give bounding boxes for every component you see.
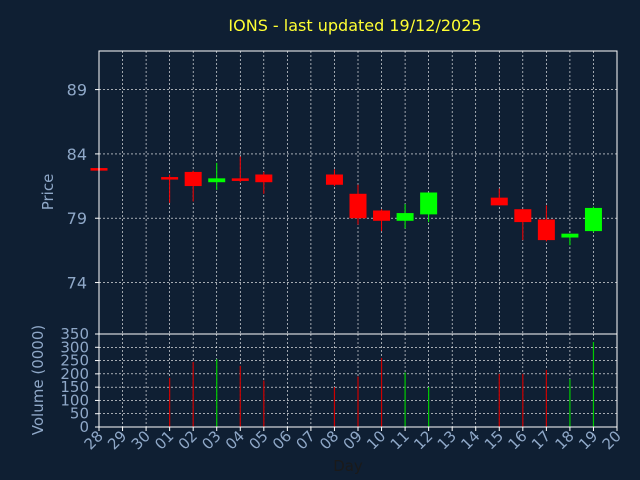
volume-bars: [169, 341, 595, 427]
candle-body: [161, 177, 179, 180]
candle-body: [490, 197, 508, 206]
candle-body: [231, 178, 249, 181]
chart-title: IONS - last updated 19/12/2025: [228, 16, 481, 35]
candle-body: [514, 209, 532, 223]
candle-body: [561, 233, 579, 238]
price-tick-label: 84: [67, 145, 87, 164]
price-tick-label: 79: [67, 209, 87, 228]
price-tick-label: 74: [67, 274, 87, 293]
volume-tick-label: 350: [60, 325, 89, 343]
candle-body: [420, 192, 438, 215]
candle-body: [184, 171, 202, 187]
x-axis-label: Day: [333, 457, 363, 475]
volume-axis-label: Volume (0000): [29, 325, 47, 435]
candle-body: [325, 174, 343, 185]
candle-body: [396, 213, 414, 221]
candle-body: [373, 210, 391, 221]
price-tick-label: 89: [67, 81, 87, 100]
candle-body: [255, 174, 273, 183]
price-candles: [90, 156, 602, 246]
volume-tick-label: 250: [60, 352, 89, 370]
volume-tick-label: 150: [60, 378, 89, 396]
axes: [95, 50, 618, 431]
candle-body: [584, 207, 602, 232]
volume-tick-label: 300: [60, 338, 89, 356]
candle-body: [208, 178, 226, 183]
price-axis-label: Price: [39, 174, 57, 211]
volume-tick-label: 50: [70, 405, 89, 423]
candle-body: [349, 193, 367, 219]
volume-tick-label: 0: [79, 418, 89, 436]
volume-tick-label: 100: [60, 391, 89, 409]
candle-body: [537, 219, 555, 241]
volume-tick-label: 200: [60, 365, 89, 383]
